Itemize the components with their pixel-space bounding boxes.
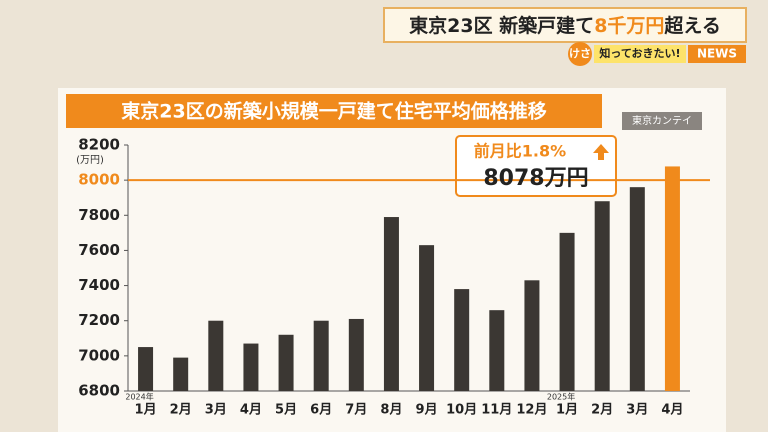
title-banner <box>66 94 602 128</box>
x-tick-label: 1月 <box>556 403 578 418</box>
source: 東京カンテイ <box>632 114 692 127</box>
program: けさ <box>569 47 591 60</box>
x-tick-label: 7月 <box>345 403 367 418</box>
year-label: 2025年 <box>547 392 575 402</box>
annotation: 前月比1.8% <box>474 142 566 161</box>
x-tick-label: 3月 <box>205 403 227 418</box>
segment: 知っておきたい! <box>598 46 680 60</box>
headline-box <box>383 7 747 43</box>
news-badge <box>688 45 746 63</box>
up-arrow <box>593 144 609 160</box>
bar <box>524 280 540 391</box>
source-box <box>622 112 702 130</box>
bar <box>489 310 505 391</box>
segment-box <box>594 45 686 63</box>
x-tick-label: 4月 <box>661 403 683 418</box>
year-label: 2024年 <box>125 392 153 402</box>
headline: 東京23区 新築戸建て8千万円超える <box>409 14 721 37</box>
bar <box>419 245 435 391</box>
x-tick-label: 9月 <box>416 403 438 418</box>
x-tick-label: 8月 <box>380 403 402 418</box>
headline-part: 超える <box>663 14 720 37</box>
x-tick-label: 3月 <box>626 403 648 418</box>
bar <box>278 334 294 391</box>
plot: 680070007200740076007800800082001月2024年2… <box>78 136 710 418</box>
y-tick-label: 7200 <box>78 311 120 329</box>
x-tick-label: 1月 <box>135 403 157 418</box>
y-tick-label: 7600 <box>78 241 120 259</box>
y-unit: (万円) <box>76 155 104 166</box>
chart-title: 東京23区の新築小規模一戸建て住宅平均価格推移 <box>121 100 546 123</box>
bar <box>559 232 575 391</box>
x-tick-label: 5月 <box>275 403 297 418</box>
x-tick-label: 2月 <box>591 403 613 418</box>
headline-highlight: 8千万円 <box>594 15 664 37</box>
bar <box>629 187 645 391</box>
y-tick-label: 8200 <box>78 136 120 154</box>
bar <box>594 201 610 391</box>
y-tick-label: 8000 <box>78 171 120 189</box>
bar <box>243 343 259 391</box>
bar <box>313 320 329 391</box>
bar <box>664 166 680 391</box>
value-label: 8078万円 <box>483 166 588 191</box>
y-tick-label: 7400 <box>78 276 120 294</box>
program-badge <box>568 42 592 66</box>
x-tick-label: 4月 <box>240 403 262 418</box>
y-tick-label: 7800 <box>78 206 120 224</box>
x-tick-label: 2月 <box>170 403 192 418</box>
x-tick-label: 11月 <box>481 403 512 418</box>
headline-part: 東京23区 新築戸建て <box>409 14 594 37</box>
x-tick-label: 12月 <box>516 403 547 418</box>
bar <box>383 217 399 391</box>
bar <box>208 320 224 391</box>
news: NEWS <box>697 47 737 61</box>
x-tick-label: 6月 <box>310 403 332 418</box>
y-tick-label: 7000 <box>78 346 120 364</box>
y-tick-label: 6800 <box>78 382 120 400</box>
bar <box>138 347 154 391</box>
bar <box>348 318 364 391</box>
bar <box>173 357 189 391</box>
x-tick-label: 10月 <box>446 403 477 418</box>
bar <box>454 289 470 391</box>
